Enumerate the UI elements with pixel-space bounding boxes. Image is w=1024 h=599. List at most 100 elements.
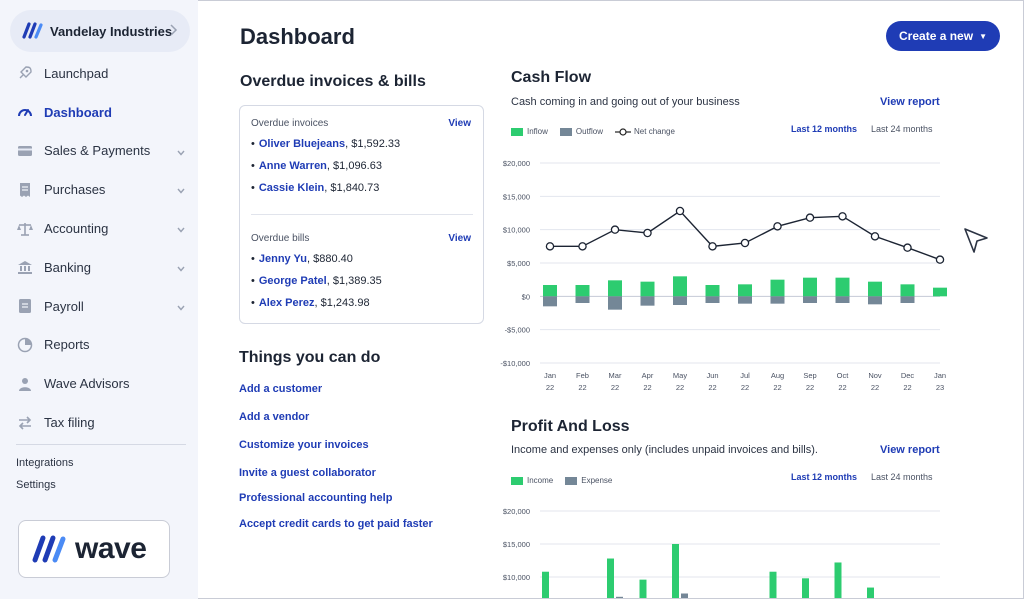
sidebar-item-dashboard[interactable]: Dashboard — [0, 93, 198, 132]
profitloss-view-report[interactable]: View report — [880, 444, 940, 456]
net-change-point — [610, 225, 620, 234]
comma: , — [326, 160, 334, 172]
sidebar-item-label: Purchases — [44, 182, 106, 198]
bullet: • — [251, 160, 255, 172]
sidebar-item-tax-filing[interactable]: Tax filing — [0, 403, 198, 442]
sidebar-item-wave-advisors[interactable]: Wave Advisors — [0, 364, 198, 403]
net-change-point — [740, 238, 750, 248]
net-change-point — [935, 255, 945, 264]
profitloss-range-12m[interactable]: Last 12 months — [791, 472, 858, 482]
y-tick-label: $20,000 — [503, 159, 530, 168]
card-divider — [251, 214, 473, 215]
net-change-point — [578, 242, 587, 251]
settings-link[interactable]: Settings — [16, 479, 56, 491]
net-change-point — [903, 243, 912, 252]
wave-brand-text: wave — [75, 532, 147, 565]
comma: , — [314, 297, 321, 309]
legend-inflow: Inflow — [527, 127, 548, 136]
sidebar-item-reports[interactable]: Reports — [0, 326, 198, 365]
business-name: Vandelay Industries — [50, 23, 173, 39]
sidebar-item-banking[interactable]: Banking — [0, 248, 198, 287]
sidebar-item-launchpad[interactable]: Launchpad — [0, 54, 198, 93]
action-link[interactable]: Add a vendor — [239, 411, 310, 423]
overdue-row[interactable]: • Cassie Klein, $1,840.73 — [251, 182, 379, 194]
bullet: • — [251, 253, 255, 265]
x-tick-month: May — [673, 371, 687, 380]
outflow-bar — [868, 296, 882, 305]
income-bar — [769, 571, 777, 598]
income-bar — [607, 558, 614, 598]
overdue-name[interactable]: Cassie Klein — [258, 182, 325, 194]
overdue-name[interactable]: George Patel — [258, 275, 327, 287]
outflow-bar — [803, 296, 817, 303]
sidebar-item-purchases[interactable]: Purchases — [0, 170, 198, 209]
x-tick-year: 22 — [546, 383, 554, 392]
overdue-row[interactable]: • Jenny Yu, $880.40 — [251, 253, 353, 265]
x-tick-month: Jan — [934, 371, 946, 380]
bullet: • — [251, 138, 255, 150]
profitloss-range-24m[interactable]: Last 24 months — [871, 472, 933, 482]
net-change-point — [545, 242, 555, 251]
net-change-point — [643, 228, 652, 238]
x-tick-month: Nov — [868, 371, 882, 380]
profitloss-subtitle: Income and expenses only (includes unpai… — [511, 444, 818, 456]
advisors-icon — [16, 375, 34, 393]
sidebar-item-label: Launchpad — [44, 65, 109, 81]
overdue-card: Overdue invoices View • Oliver Bluejeans,… — [239, 105, 484, 324]
inflow-bar — [868, 281, 882, 297]
x-tick-year: 22 — [611, 383, 619, 392]
x-tick-year: 22 — [773, 383, 781, 392]
integrations-link[interactable]: Integrations — [16, 457, 74, 469]
income-bar — [639, 579, 647, 598]
y-tick-label: -$5,000 — [505, 326, 530, 335]
action-link[interactable]: Professional accounting help — [239, 492, 393, 504]
create-new-button[interactable]: Create a new ▼ — [886, 21, 1000, 51]
overdue-name[interactable]: Oliver Bluejeans — [258, 138, 346, 150]
overdue-name[interactable]: Alex Perez — [258, 297, 315, 309]
outflow-bar — [770, 296, 785, 304]
x-tick-year: 22 — [871, 383, 879, 392]
cashflow-range-12m[interactable]: Last 12 months — [791, 124, 858, 134]
overdue-row[interactable]: • Anne Warren, $1,096.63 — [251, 160, 382, 172]
bullet: • — [251, 297, 255, 309]
action-link[interactable]: Accept credit cards to get paid faster — [239, 518, 433, 530]
cashflow-range-24m[interactable]: Last 24 months — [871, 124, 933, 134]
expense-bar — [681, 593, 688, 598]
action-link[interactable]: Add a customer — [239, 383, 323, 395]
overdue-row[interactable]: • Alex Perez, $1,243.98 — [251, 297, 370, 309]
inflow-bar — [738, 284, 752, 297]
chevron-down-icon — [176, 146, 186, 156]
sidebar: Vandelay Industries Launchpad Dashboard Sa… — [0, 0, 198, 599]
view-invoices-link[interactable]: View — [448, 118, 471, 129]
inflow-bar — [900, 284, 915, 297]
action-link[interactable]: Invite a guest collaborator — [239, 467, 376, 479]
view-bills-link[interactable]: View — [448, 233, 471, 244]
payroll-icon — [16, 297, 34, 315]
chevron-down-icon — [176, 262, 186, 272]
overdue-row[interactable]: • George Patel, $1,389.35 — [251, 275, 382, 287]
y-tick-label: -$10,000 — [500, 359, 530, 368]
sidebar-item-payroll[interactable]: Payroll — [0, 287, 198, 326]
inflow-bar — [608, 280, 622, 297]
net-change-point — [708, 242, 717, 251]
profitloss-legend: Income Expense — [511, 476, 624, 485]
overdue-amount: $880.40 — [313, 253, 353, 265]
x-tick-month: Jun — [706, 371, 718, 380]
overdue-row[interactable]: • Oliver Bluejeans, $1,592.33 — [251, 138, 400, 150]
business-switcher[interactable]: Vandelay Industries — [10, 10, 190, 52]
overdue-amount: $1,243.98 — [320, 297, 370, 309]
wave-brand: wave — [18, 520, 170, 578]
cashflow-view-report[interactable]: View report — [880, 96, 940, 108]
income-bar — [867, 587, 874, 598]
legend-income-swatch — [511, 476, 523, 485]
sidebar-nav: Launchpad Dashboard Sales & Payments Purcha… — [0, 54, 198, 442]
y-tick-label: $0 — [522, 292, 530, 301]
action-link[interactable]: Customize your invoices — [239, 439, 369, 451]
sidebar-item-accounting[interactable]: Accounting — [0, 209, 198, 248]
overdue-amount: $1,592.33 — [351, 138, 401, 150]
overdue-name[interactable]: Jenny Yu — [258, 253, 307, 265]
x-tick-month: Mar — [609, 371, 622, 380]
x-tick-year: 22 — [578, 383, 586, 392]
overdue-name[interactable]: Anne Warren — [258, 160, 327, 172]
sidebar-item-sales-payments[interactable]: Sales & Payments — [0, 132, 198, 171]
